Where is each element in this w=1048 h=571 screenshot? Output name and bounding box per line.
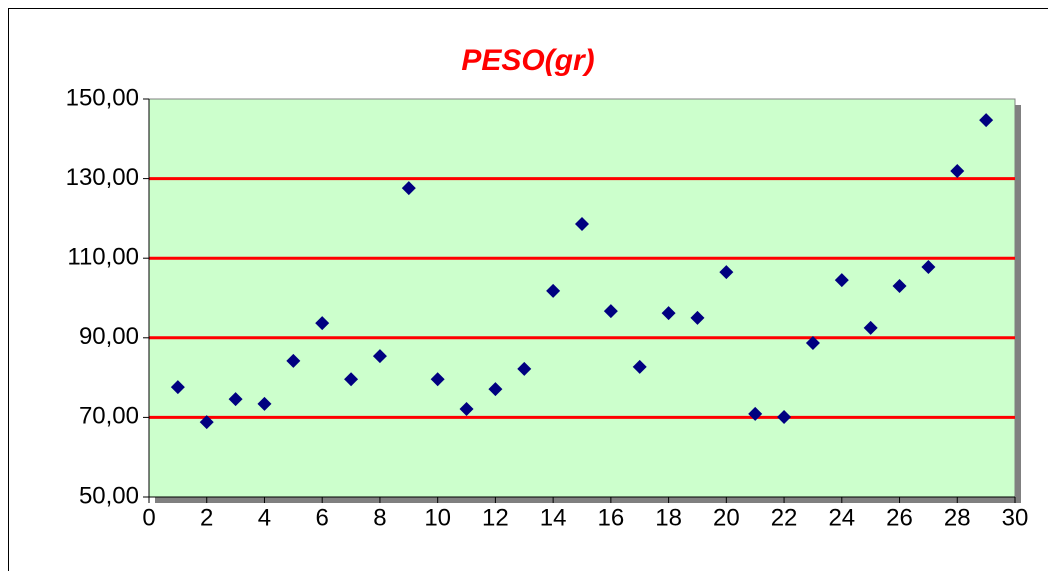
- point: [488, 382, 503, 397]
- y-tick-label: 110,00: [67, 244, 139, 271]
- x-tick-label: 10: [424, 504, 451, 531]
- point: [834, 273, 849, 288]
- x-tick-label: 16: [598, 504, 625, 531]
- x-tick-label: 6: [316, 504, 329, 531]
- point: [632, 359, 647, 374]
- point: [315, 316, 330, 331]
- x-tick-label: 8: [373, 504, 386, 531]
- x-tick-label: 2: [200, 504, 213, 531]
- point: [603, 304, 618, 319]
- x-tick-label: 28: [944, 504, 971, 531]
- y-tick-label: 130,00: [66, 164, 139, 191]
- point: [748, 406, 763, 421]
- chart-title: PESO(gr): [461, 44, 594, 77]
- x-tick-label: 0: [142, 504, 155, 531]
- x-tick-label: 12: [482, 504, 509, 531]
- point: [401, 181, 416, 196]
- x-tick-label: 22: [771, 504, 798, 531]
- point: [921, 259, 936, 274]
- x-tick-label: 26: [886, 504, 913, 531]
- point: [517, 361, 532, 376]
- x-tick-label: 18: [655, 504, 682, 531]
- point: [199, 415, 214, 430]
- y-tick-label: 50,00: [79, 482, 139, 509]
- point: [546, 283, 561, 298]
- point: [575, 216, 589, 231]
- point: [286, 353, 301, 368]
- point: [950, 164, 965, 179]
- point: [372, 349, 387, 364]
- point: [228, 392, 243, 407]
- point: [661, 306, 676, 321]
- point: [344, 372, 359, 387]
- point: [257, 396, 272, 411]
- point: [690, 310, 705, 325]
- x-tick-label: 24: [828, 504, 855, 531]
- x-tick-label: 4: [258, 504, 271, 531]
- point: [170, 380, 185, 395]
- x-tick-label: 14: [540, 504, 567, 531]
- point: [979, 113, 994, 128]
- point: [805, 335, 820, 350]
- x-tick-label: 20: [713, 504, 740, 531]
- point: [719, 265, 734, 280]
- point: [863, 320, 878, 335]
- point: [777, 410, 792, 425]
- y-tick-label: 70,00: [79, 403, 139, 430]
- plot-area: [148, 98, 1016, 498]
- y-tick-label: 150,00: [66, 84, 139, 111]
- y-tick-label: 90,00: [79, 323, 139, 350]
- point: [430, 372, 445, 387]
- x-tick-label: 30: [1002, 504, 1029, 531]
- point: [459, 402, 474, 417]
- point: [892, 279, 907, 294]
